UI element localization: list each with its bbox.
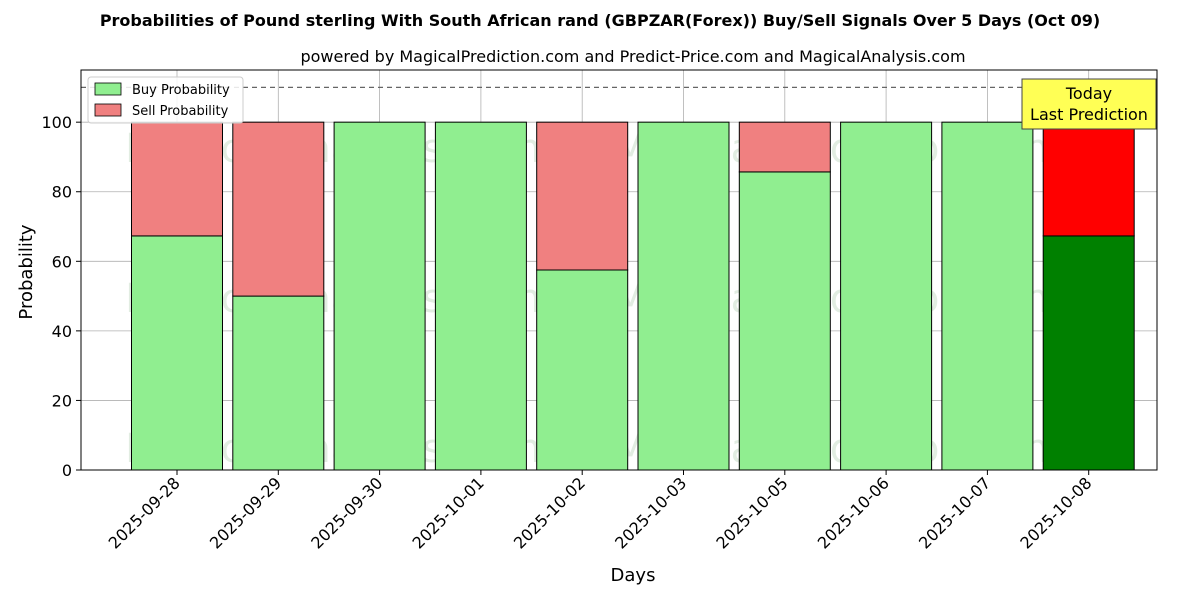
legend-swatch	[94, 103, 122, 117]
plot-frame	[80, 69, 1158, 471]
x-tick-label: 2025-10-06	[814, 473, 893, 552]
x-tick-label: 2025-10-01	[409, 473, 488, 552]
annotation-text: Today	[1065, 84, 1112, 103]
y-tick-label: 40	[52, 322, 72, 341]
y-axis: 0 20 40 60 80 100	[41, 113, 81, 480]
x-tick-label: 2025-09-28	[105, 473, 184, 552]
x-tick-label: 2025-10-03	[611, 473, 690, 552]
y-tick-label: 100	[41, 113, 72, 132]
buy-bar	[131, 235, 223, 471]
y-tick-label: 0	[62, 461, 72, 480]
buy-bar	[941, 121, 1034, 471]
buy-bar	[536, 269, 629, 471]
x-tick-label: 2025-10-05	[712, 473, 791, 552]
buy-bar	[1042, 235, 1135, 471]
legend: Buy Probability Sell Probability	[87, 76, 244, 124]
annotation-box	[1021, 78, 1157, 130]
legend-label: Buy Probability	[132, 83, 230, 98]
legend-label: Sell Probability	[132, 104, 229, 119]
x-tick-label: 2025-10-08	[1016, 473, 1095, 552]
sell-bar	[1042, 121, 1135, 237]
sell-bar	[232, 121, 325, 297]
x-tick-label: 2025-10-07	[915, 473, 994, 552]
y-tick-label: 20	[52, 391, 72, 410]
sell-bar	[131, 121, 223, 237]
buy-bar	[232, 295, 325, 471]
y-tick-label: 60	[52, 252, 72, 271]
x-tick-label: 2025-10-02	[510, 473, 589, 552]
x-tick-label: 2025-09-30	[307, 473, 386, 552]
buy-bar	[637, 121, 730, 471]
buy-bar	[333, 121, 426, 471]
x-axis-label: Days	[611, 565, 656, 586]
x-axis: 2025-09-28 2025-09-29 2025-09-30 2025-10-01…	[105, 470, 1096, 553]
chart-subtitle: powered by MagicalPrediction.com and Pre…	[300, 47, 965, 66]
y-axis-label: Probability	[16, 224, 37, 319]
buy-bar	[434, 121, 527, 471]
buy-bar	[840, 121, 933, 471]
annotation-text: Last Prediction	[1030, 105, 1148, 124]
sell-bar	[536, 121, 629, 271]
buy-bar	[738, 171, 831, 471]
x-tick-label: 2025-09-29	[206, 473, 285, 552]
chart-title: Probabilities of Pound sterling With Sou…	[100, 11, 1100, 30]
legend-swatch	[94, 82, 122, 96]
sell-bar	[738, 121, 831, 173]
y-tick-label: 80	[52, 183, 72, 202]
bars	[131, 121, 1135, 471]
legend-box	[87, 76, 244, 124]
today-annotation: Today Last Prediction	[1021, 78, 1157, 130]
